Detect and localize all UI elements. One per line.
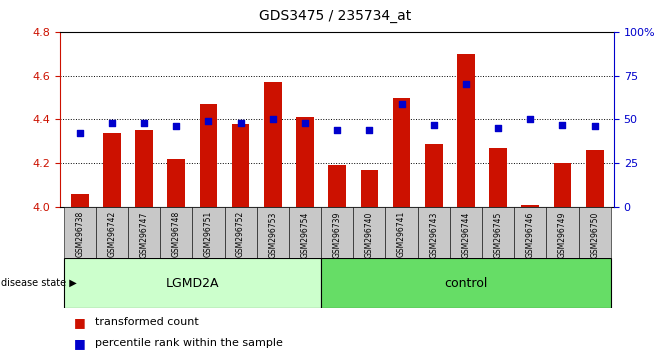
Text: GSM296746: GSM296746 bbox=[526, 211, 535, 258]
Point bbox=[525, 116, 535, 122]
Point bbox=[460, 82, 471, 87]
Bar bbox=[554, 163, 571, 207]
Point bbox=[300, 120, 311, 126]
Bar bbox=[425, 144, 443, 207]
Point bbox=[428, 122, 439, 127]
Text: LGMD2A: LGMD2A bbox=[166, 277, 219, 290]
Text: GSM296740: GSM296740 bbox=[365, 211, 374, 258]
Text: control: control bbox=[444, 277, 488, 290]
Text: percentile rank within the sample: percentile rank within the sample bbox=[95, 338, 283, 348]
Bar bbox=[521, 205, 539, 207]
Text: GSM296739: GSM296739 bbox=[333, 211, 342, 258]
Bar bbox=[393, 98, 411, 207]
Text: GSM296750: GSM296750 bbox=[590, 211, 599, 258]
Bar bbox=[353, 207, 385, 258]
Bar bbox=[482, 207, 514, 258]
Point bbox=[139, 120, 150, 126]
Text: ■: ■ bbox=[74, 337, 86, 350]
Bar bbox=[489, 148, 507, 207]
Text: GSM296745: GSM296745 bbox=[494, 211, 503, 258]
Point bbox=[557, 122, 568, 127]
Text: GSM296742: GSM296742 bbox=[107, 211, 116, 257]
Bar bbox=[193, 207, 225, 258]
Text: GSM296754: GSM296754 bbox=[301, 211, 309, 258]
Text: GSM296748: GSM296748 bbox=[172, 211, 180, 257]
Point bbox=[364, 127, 374, 133]
Bar bbox=[546, 207, 578, 258]
Bar bbox=[103, 133, 121, 207]
Point bbox=[493, 125, 503, 131]
Text: GSM296749: GSM296749 bbox=[558, 211, 567, 258]
Bar bbox=[328, 165, 346, 207]
Bar bbox=[128, 207, 160, 258]
Bar bbox=[586, 150, 603, 207]
Bar bbox=[360, 170, 378, 207]
Text: GSM296743: GSM296743 bbox=[429, 211, 438, 258]
Bar bbox=[450, 207, 482, 258]
Text: GSM296738: GSM296738 bbox=[75, 211, 84, 257]
Bar bbox=[64, 207, 96, 258]
Bar bbox=[514, 207, 546, 258]
Point bbox=[107, 120, 117, 126]
Text: transformed count: transformed count bbox=[95, 317, 199, 327]
Point bbox=[236, 120, 246, 126]
Text: GSM296751: GSM296751 bbox=[204, 211, 213, 257]
Text: GSM296752: GSM296752 bbox=[236, 211, 245, 257]
Bar bbox=[160, 207, 193, 258]
Text: GSM296753: GSM296753 bbox=[268, 211, 277, 258]
Bar bbox=[136, 130, 153, 207]
Bar bbox=[225, 207, 257, 258]
Bar bbox=[457, 54, 475, 207]
Point bbox=[203, 118, 214, 124]
Bar bbox=[71, 194, 89, 207]
Bar bbox=[96, 207, 128, 258]
Bar bbox=[321, 258, 611, 308]
Text: GSM296747: GSM296747 bbox=[140, 211, 148, 258]
Point bbox=[589, 124, 600, 129]
Point bbox=[396, 101, 407, 107]
Text: GSM296741: GSM296741 bbox=[397, 211, 406, 257]
Point bbox=[268, 116, 278, 122]
Bar bbox=[231, 124, 250, 207]
Text: GDS3475 / 235734_at: GDS3475 / 235734_at bbox=[260, 9, 411, 23]
Point bbox=[332, 127, 343, 133]
Bar bbox=[417, 207, 450, 258]
Text: GSM296744: GSM296744 bbox=[462, 211, 470, 258]
Bar bbox=[296, 117, 314, 207]
Bar bbox=[64, 258, 321, 308]
Bar bbox=[199, 104, 217, 207]
Bar bbox=[289, 207, 321, 258]
Bar bbox=[167, 159, 185, 207]
Text: ■: ■ bbox=[74, 316, 86, 329]
Point bbox=[171, 124, 182, 129]
Bar bbox=[264, 82, 282, 207]
Bar bbox=[385, 207, 417, 258]
Text: disease state ▶: disease state ▶ bbox=[1, 278, 76, 288]
Bar bbox=[321, 207, 353, 258]
Bar bbox=[257, 207, 289, 258]
Bar bbox=[578, 207, 611, 258]
Point bbox=[74, 131, 85, 136]
